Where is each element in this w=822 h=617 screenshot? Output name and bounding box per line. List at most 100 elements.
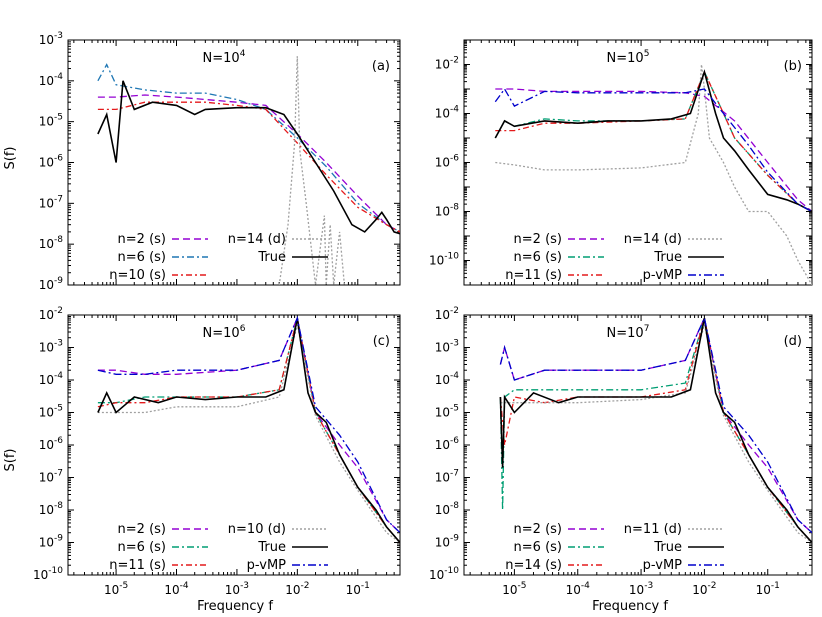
x-tick-label: 10-3 (225, 581, 249, 597)
x-tick-label: 10-2 (285, 581, 309, 597)
legend-label: n=11 (s) (109, 558, 166, 573)
panel-title: N=105 (607, 49, 650, 66)
series-line-n-2-s- (499, 315, 812, 534)
y-tick-label: 10-4 (39, 72, 64, 88)
legend-label: n=6 (s) (118, 250, 166, 265)
y-tick-label: 10-2 (435, 56, 459, 72)
series-line-n-11-s- (97, 317, 400, 543)
panels: 10-9 10-8 10-7 10-6 10-5 10-4 10-3 N=104 (a) n=2 … (33, 31, 813, 597)
plot-frame (463, 39, 813, 286)
legend-label: n=14 (s) (505, 558, 562, 573)
y-tick-label: 10-3 (435, 339, 459, 355)
legend-label: n=6 (s) (118, 540, 166, 555)
y-tick-label: 10-6 (39, 436, 64, 452)
y-tick-label: 10-9 (39, 276, 64, 292)
legend-label: p-vMP (643, 268, 683, 283)
series-line-n-2-s- (97, 94, 400, 233)
panel-title: N=107 (607, 324, 650, 341)
series-line-true (97, 80, 400, 235)
panel-title: N=104 (203, 49, 246, 66)
y-tick-label: 10-2 (435, 306, 459, 322)
y-tick-label: 10-10 (33, 566, 63, 582)
legend-label: n=10 (d) (228, 522, 286, 537)
x-tick-label: 10-1 (346, 581, 370, 597)
x-tick-label: 10-1 (756, 581, 780, 597)
y-tick-label: 10-7 (435, 469, 459, 485)
series-line-n-11-d- (500, 324, 812, 544)
series-line-p-vmp (97, 315, 400, 534)
y-tick-label: 10-3 (39, 339, 63, 355)
legend: n=2 (s) n=6 (s) n=11 (s) n=14 (d) True p-vMP (505, 232, 724, 283)
panel-label: (d) (784, 334, 802, 349)
panel-title: N=106 (203, 324, 246, 341)
y-tick-label: 10-8 (39, 501, 64, 517)
legend-label: n=2 (s) (514, 232, 562, 247)
plot-frame (67, 39, 401, 286)
legend-label: p-vMP (247, 558, 287, 573)
legend-label: n=2 (s) (514, 522, 562, 537)
x-tick-label: 10-5 (104, 581, 128, 597)
y-tick-label: 10-4 (435, 105, 460, 121)
legend-label: n=2 (s) (118, 232, 166, 247)
legend-label: True (653, 250, 682, 265)
series-line-true (499, 317, 812, 544)
legend: n=2 (s) n=6 (s) n=10 (s) n=14 (d) True (109, 232, 328, 283)
legend-label: n=2 (s) (118, 522, 166, 537)
y-tick-label: 10-5 (435, 404, 459, 420)
series-line-n-2-s- (97, 315, 400, 534)
xlabel-right: Frequency f (592, 599, 668, 614)
panel-b: 10-10 10-8 10-6 10-4 10-2 N=105 (b) n=2 (s) n=6 … (429, 39, 813, 286)
y-tick-label: 10-2 (39, 306, 63, 322)
series-line-p-vmp (499, 316, 812, 534)
series-line-n-14-d- (495, 64, 812, 285)
legend-label: n=10 (s) (109, 268, 166, 283)
y-tick-label: 10-5 (39, 404, 63, 420)
y-tick-label: 10-6 (39, 154, 64, 170)
series-line-true (97, 317, 400, 544)
legend: n=2 (s) n=6 (s) n=14 (s) n=11 (d) True p-vMP (505, 522, 724, 573)
x-tick-label: 10-4 (164, 581, 189, 597)
legend-label: n=14 (d) (228, 232, 286, 247)
y-tick-label: 10-9 (435, 534, 460, 550)
series-line-n-6-s- (97, 63, 400, 233)
y-tick-label: 10-7 (39, 469, 63, 485)
panel-label: (b) (784, 59, 802, 74)
series-line-n-14-d- (278, 56, 346, 285)
legend-label: n=6 (s) (514, 250, 562, 265)
y-tick-label: 10-3 (39, 31, 63, 47)
series-group (97, 315, 400, 544)
y-tick-label: 10-10 (429, 252, 459, 268)
legend-label: p-vMP (643, 558, 683, 573)
series-line-n-10-s- (97, 101, 400, 233)
series-line-n-11-s- (495, 70, 812, 213)
x-tick-label: 10-4 (566, 581, 591, 597)
ylabel-top: S(f) (3, 147, 18, 170)
x-tick-label: 10-2 (692, 581, 716, 597)
legend-label: n=6 (s) (514, 540, 562, 555)
y-tick-label: 10-4 (39, 371, 64, 387)
y-tick-label: 10-6 (435, 436, 460, 452)
y-tick-label: 10-4 (435, 371, 460, 387)
panel-label: (a) (372, 59, 390, 74)
x-tick-label: 10-5 (502, 581, 526, 597)
y-tick-label: 10-10 (429, 566, 459, 582)
legend-label: True (257, 540, 286, 555)
series-group (499, 315, 812, 544)
series-line-p-vmp (494, 87, 812, 213)
panel-label: (c) (373, 334, 390, 349)
y-tick-label: 10-8 (435, 501, 460, 517)
series-group (97, 56, 400, 285)
legend-label: n=14 (d) (624, 232, 682, 247)
xlabel-left: Frequency f (197, 599, 273, 614)
series-line-n-2-s- (495, 88, 812, 213)
y-tick-label: 10-7 (39, 194, 63, 210)
series-line-true (494, 69, 812, 213)
series-line-n-14-s- (499, 317, 812, 543)
x-tick-label: 10-3 (629, 581, 653, 597)
ylabel-bottom: S(f) (3, 449, 18, 472)
legend-label: n=11 (s) (505, 268, 562, 283)
panel-d: 10-10 10-9 10-8 10-7 10-6 10-5 10-4 10-3 10-2 10-… (429, 306, 813, 597)
panel-c: 10-10 10-9 10-8 10-7 10-6 10-5 10-4 10-3 10-2 10-… (33, 306, 401, 597)
y-tick-label: 10-5 (39, 113, 63, 129)
